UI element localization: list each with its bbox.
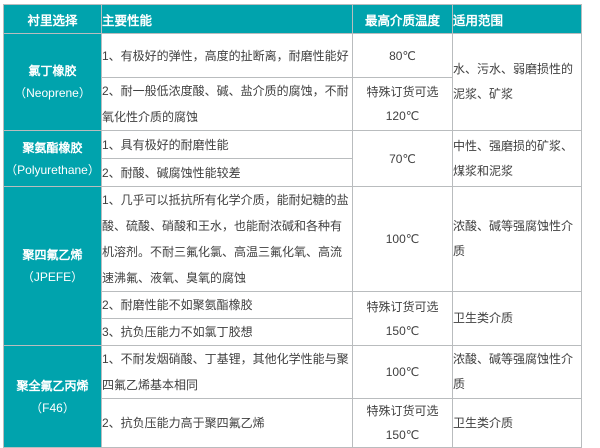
scope-line: 浓酸、碱等强腐蚀性介 xyxy=(453,352,574,366)
temperature-line-1: 70℃ xyxy=(389,151,416,166)
lining-cell-polyurethane: 聚氨酯橡胶 （Polyurethane） xyxy=(3,130,102,187)
table-row: 聚四氟乙烯 （JPEFE） 1、几乎可以抵抗所有化学介质，能耐妃糖的盐酸、硫酸、… xyxy=(3,186,582,346)
property-cell: 1、几乎可以抵抗所有化学介质，能耐妃糖的盐酸、硫酸、硝酸和王水，也能耐浓碱和各种… xyxy=(101,186,353,292)
table-row: 2、耐一般低浓度酸、碱、盐介质的腐蚀，不耐氧化性介质的腐蚀 特殊订货可选 120… xyxy=(4,77,582,131)
scope-line: 质 xyxy=(453,377,466,391)
temperature-line-1: 特殊订货可选 xyxy=(366,404,439,418)
scope-line: 卫生类介质 xyxy=(453,415,514,430)
table-body: 氯丁橡胶 （Neoprene） 1、有极好的弹性，高度的扯断离，耐磨性能好 80… xyxy=(3,33,582,448)
scope-line: 卫生类介质 xyxy=(453,311,514,325)
table-row: 聚全氟乙丙烯 （F46） 1、不耐发烟硝酸、丁基锂，其他化学性能与聚四氟乙烯基本… xyxy=(3,345,582,448)
property-cell: 2、耐磨性能不如聚氨酯橡胶 xyxy=(101,291,353,319)
lining-name-cn: 氯丁橡胶 xyxy=(28,64,77,78)
temperature-line-2: 120℃ xyxy=(385,109,420,123)
temperature-cell: 80℃ xyxy=(352,33,453,78)
temperature-cell: 特殊订货可选 150℃ xyxy=(352,398,453,448)
lining-name-cn: 聚全氟乙丙烯 xyxy=(16,378,89,393)
scope-cell: 浓酸、碱等强腐蚀性介 质 xyxy=(452,186,582,292)
header-row: 衬里选择 主要性能 最高介质温度 适用范围 xyxy=(3,4,582,34)
column-header-scope: 适用范围 xyxy=(452,4,582,34)
table-row: 氯丁橡胶 （Neoprene） 1、有极好的弹性，高度的扯断离，耐磨性能好 80… xyxy=(3,33,582,131)
lining-name-en: （Polyurethane） xyxy=(5,162,100,177)
temperature-line-1: 100℃ xyxy=(385,232,420,246)
table-row: 聚氨酯橡胶 （Polyurethane） 1、具有极好的耐磨性能 70℃ 中性、… xyxy=(3,130,582,187)
table-row: 2、耐磨性能不如聚氨酯橡胶 特殊订货可选 150℃ 卫生类介质 xyxy=(4,291,582,346)
property-cell: 3、抗负压能力不如氯丁胶想 xyxy=(101,318,353,346)
column-header-properties: 主要性能 xyxy=(101,4,353,34)
property-cell: 1、具有极好的耐磨性能 xyxy=(101,130,353,159)
scope-line: 煤浆和泥浆 xyxy=(453,163,514,178)
temperature-cell: 100℃ xyxy=(352,345,453,399)
table-row: 3、抗负压能力不如氯丁胶想 xyxy=(4,318,582,346)
temperature-cell: 70℃ xyxy=(352,130,453,187)
temperature-line-1: 100℃ xyxy=(385,365,420,379)
lining-name-en: （JPEFE） xyxy=(21,270,84,284)
scope-cell: 中性、强磨损的矿浆、 煤浆和泥浆 xyxy=(452,130,582,187)
lining-cell-neoprene: 氯丁橡胶 （Neoprene） xyxy=(3,33,102,131)
lining-name-cn: 聚氨酯橡胶 xyxy=(22,140,83,155)
scope-line: 泥浆、矿浆 xyxy=(453,87,514,101)
temperature-cell: 特殊订货可选 150℃ xyxy=(352,291,453,346)
lining-cell-ptfe: 聚四氟乙烯 （JPEFE） xyxy=(3,186,102,346)
scope-cell: 水、污水、弱磨损性的 泥浆、矿浆 xyxy=(452,33,582,131)
temperature-line-1: 特殊订货可选 xyxy=(366,299,439,314)
property-cell: 2、耐酸、碱腐蚀性能较差 xyxy=(101,158,353,187)
lining-name-cn: 聚四氟乙烯 xyxy=(22,248,83,262)
property-cell: 1、不耐发烟硝酸、丁基锂，其他化学性能与聚四氟乙烯基本相同 xyxy=(101,345,353,399)
scope-line: 浓酸、碱等强腐蚀性介 xyxy=(453,219,574,233)
scope-line: 水、污水、弱磨损性的 xyxy=(453,62,574,76)
scope-cell: 卫生类介质 xyxy=(452,398,582,448)
lining-cell-f46: 聚全氟乙丙烯 （F46） xyxy=(3,345,102,448)
scope-line: 中性、强磨损的矿浆、 xyxy=(453,138,574,153)
property-cell: 2、抗负压能力高于聚四氟乙烯 xyxy=(101,398,353,448)
lining-selection-table: 衬里选择 主要性能 最高介质温度 适用范围 氯丁橡胶 （Neoprene） 1、… xyxy=(3,4,582,448)
temperature-line-2: 150℃ xyxy=(385,323,420,338)
temperature-cell: 100℃ xyxy=(352,186,453,292)
temperature-line-1: 80℃ xyxy=(389,48,416,63)
temperature-cell: 特殊订货可选 120℃ xyxy=(352,77,453,131)
column-header-max-temp: 最高介质温度 xyxy=(352,4,453,34)
scope-cell: 浓酸、碱等强腐蚀性介 质 xyxy=(452,345,582,399)
column-header-lining: 衬里选择 xyxy=(3,4,102,34)
scope-cell: 卫生类介质 xyxy=(452,291,582,346)
lining-name-en: （Neoprene） xyxy=(14,86,91,100)
scope-line: 质 xyxy=(453,244,466,258)
lining-name-en: （F46） xyxy=(30,400,75,415)
table-header: 衬里选择 主要性能 最高介质温度 适用范围 xyxy=(3,4,582,34)
property-cell: 2、耐一般低浓度酸、碱、盐介质的腐蚀，不耐氧化性介质的腐蚀 xyxy=(101,77,353,131)
temperature-line-1: 特殊订货可选 xyxy=(366,85,439,99)
property-cell: 1、有极好的弹性，高度的扯断离，耐磨性能好 xyxy=(101,33,353,78)
